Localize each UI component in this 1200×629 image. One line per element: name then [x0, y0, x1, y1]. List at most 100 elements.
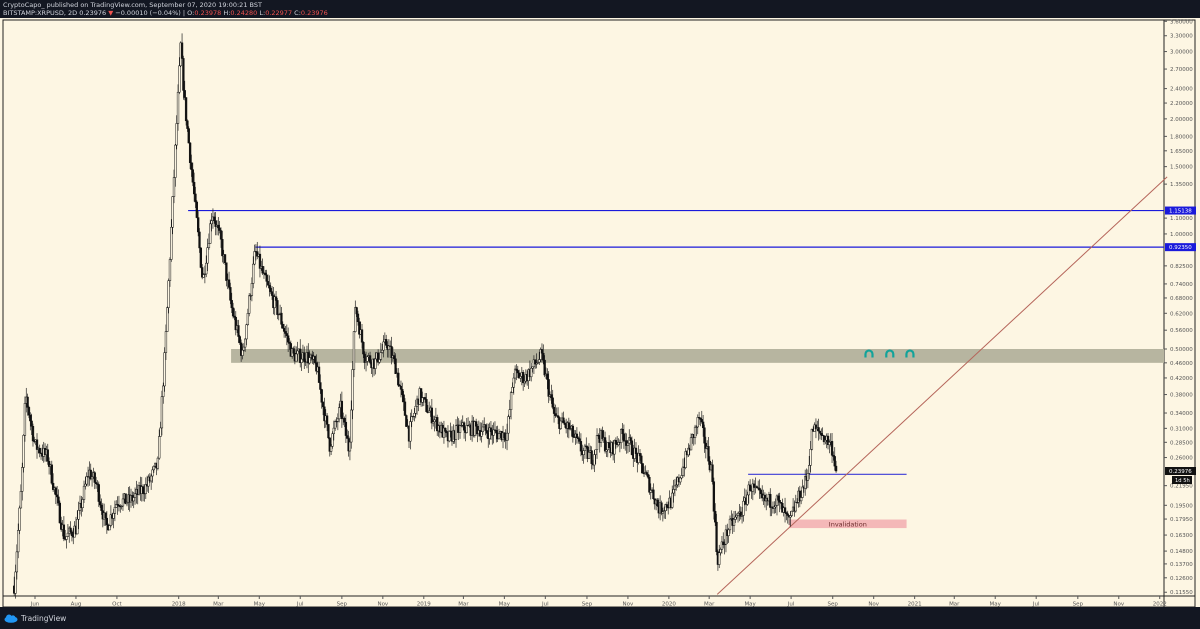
candle: [821, 434, 824, 437]
candle: [116, 504, 119, 506]
candle: [540, 349, 544, 354]
candle: [414, 405, 417, 414]
candle: [800, 497, 803, 502]
candle: [503, 432, 506, 439]
y-tick-label: 3.00000: [1170, 50, 1193, 56]
candle: [661, 511, 664, 514]
candle: [292, 348, 295, 354]
candle: [26, 396, 29, 408]
candle: [225, 262, 228, 281]
candle: [629, 437, 632, 442]
candle: [425, 399, 428, 412]
candle: [56, 494, 59, 498]
candle: [530, 367, 533, 378]
candle: [379, 352, 382, 360]
candle: [508, 409, 511, 417]
candle: [46, 449, 49, 462]
candle: [809, 449, 812, 466]
footer: TradingView: [0, 607, 1200, 629]
candle: [194, 193, 197, 203]
candle: [186, 120, 189, 129]
tradingview-logo[interactable]: TradingView: [4, 614, 66, 623]
candle: [480, 431, 483, 437]
candle: [707, 446, 710, 462]
y-tick-label: 0.38000: [1170, 393, 1193, 399]
candle: [363, 353, 366, 363]
candle: [739, 511, 742, 517]
candle: [394, 358, 397, 374]
candle: [90, 476, 94, 480]
last-price-label: 0.23976: [1169, 469, 1192, 475]
candle: [81, 499, 84, 508]
resistance-zone: [231, 349, 1164, 363]
x-tick-label: Mar: [213, 602, 224, 608]
candle: [273, 296, 276, 309]
candle: [513, 368, 517, 379]
candle: [465, 425, 468, 433]
candle: [288, 341, 291, 344]
candle: [150, 475, 153, 482]
candle: [30, 420, 33, 427]
candle: [411, 416, 415, 418]
y-tick-label: 0.62000: [1170, 311, 1193, 317]
candle: [221, 239, 224, 257]
candles: [13, 33, 838, 599]
candle: [168, 259, 172, 281]
candle: [442, 427, 446, 438]
candle: [217, 224, 220, 229]
candle: [178, 65, 181, 93]
candle: [801, 486, 804, 498]
candle: [746, 494, 749, 505]
x-tick-label: May: [744, 602, 756, 608]
candle: [830, 441, 834, 456]
candle: [832, 455, 835, 457]
x-tick-label: Mar: [949, 602, 960, 608]
candle: [720, 541, 724, 550]
magnet-arch-icon: [885, 349, 895, 358]
candle: [285, 333, 288, 336]
candle: [577, 437, 580, 440]
candle: [641, 463, 644, 474]
y-tick-label: 1.35000: [1170, 182, 1193, 188]
x-tick-label: Jul: [1032, 602, 1040, 608]
candle: [268, 284, 271, 289]
candle: [620, 429, 623, 443]
candle: [133, 493, 137, 498]
candle: [348, 441, 352, 452]
candle: [562, 417, 565, 424]
candle: [507, 416, 510, 434]
last-price-badge: [1165, 467, 1196, 476]
price-chart[interactable]: Invalidation 3.60000 3.30000 3.00000 2.70000…: [0, 18, 1200, 607]
y-tick-label: 0.16300: [1170, 533, 1193, 539]
candle: [188, 142, 192, 163]
candle: [180, 42, 184, 59]
candle: [818, 430, 822, 434]
candle: [29, 414, 32, 422]
candle: [512, 377, 515, 388]
candle: [774, 505, 777, 508]
low-value: 0.22977: [265, 9, 293, 17]
candle: [497, 433, 501, 440]
candle: [378, 359, 381, 363]
candle: [535, 362, 538, 365]
candle: [397, 372, 400, 386]
candle: [303, 352, 306, 362]
level-price-badge: [1165, 243, 1196, 252]
candle: [814, 424, 818, 430]
candle: [786, 513, 789, 516]
candle: [163, 352, 166, 387]
candle: [277, 314, 280, 316]
candle: [575, 433, 579, 438]
candle: [436, 417, 439, 432]
candle: [327, 424, 330, 439]
tradingview-cloud-icon: [4, 614, 18, 623]
close-value: 0.23976: [300, 9, 328, 17]
candle: [755, 486, 758, 488]
candle: [334, 421, 337, 429]
candle: [536, 361, 540, 364]
candle: [820, 433, 823, 436]
candle: [27, 407, 31, 416]
candle: [172, 177, 176, 197]
x-tick-label: Mar: [458, 602, 469, 608]
candle: [356, 313, 360, 323]
